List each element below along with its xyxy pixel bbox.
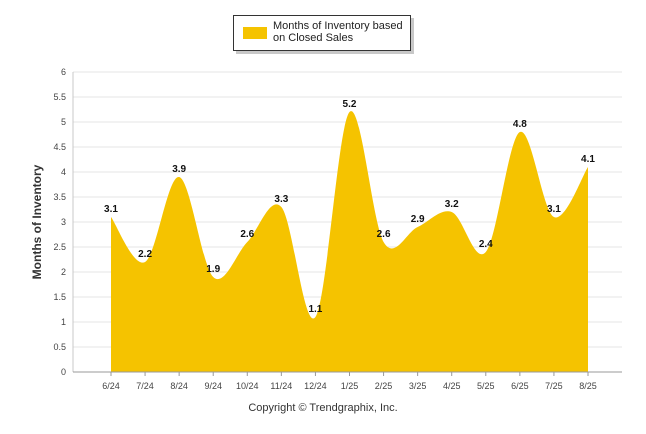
x-tick-label: 12/24 — [304, 381, 327, 391]
x-tick-label: 2/25 — [375, 381, 393, 391]
x-tick-label: 8/25 — [579, 381, 597, 391]
y-tick-label: 5.5 — [53, 92, 66, 102]
x-tick-label: 7/24 — [136, 381, 154, 391]
area-series — [111, 111, 588, 372]
data-label: 2.6 — [240, 229, 254, 240]
legend-label: Months of Inventory based on Closed Sale… — [273, 20, 403, 44]
x-tick-label: 6/24 — [102, 381, 120, 391]
x-tick-label: 11/24 — [270, 381, 292, 391]
data-label: 2.2 — [138, 249, 152, 260]
data-label: 3.1 — [104, 204, 118, 215]
x-tick-label: 6/25 — [511, 381, 529, 391]
legend-swatch — [243, 27, 267, 39]
y-tick-label: 6 — [61, 67, 66, 77]
x-tick-label: 8/24 — [170, 381, 188, 391]
x-tick-label: 4/25 — [443, 381, 461, 391]
y-axis-label: Months of Inventory — [30, 164, 44, 279]
x-tick-label: 7/25 — [545, 381, 563, 391]
data-label: 2.9 — [411, 214, 425, 225]
x-tick-label: 5/25 — [477, 381, 495, 391]
y-tick-label: 3.5 — [53, 192, 66, 202]
data-label: 2.6 — [377, 229, 391, 240]
y-tick-label: 4 — [61, 167, 66, 177]
y-tick-label: 1.5 — [53, 292, 66, 302]
data-label: 5.2 — [343, 99, 357, 110]
axes — [72, 72, 622, 373]
x-tick-label: 3/25 — [409, 381, 427, 391]
data-label: 3.9 — [172, 164, 186, 175]
x-tick-label: 10/24 — [236, 381, 259, 391]
y-tick-label: 2 — [61, 267, 66, 277]
y-axis-ticks: 0 0.5 1 1.5 2 2.5 3 3.5 4 4.5 5 5.5 6 — [53, 67, 66, 377]
copyright-text: Copyright © Trendgraphix, Inc. — [248, 402, 398, 414]
y-tick-label: 4.5 — [53, 142, 66, 152]
data-labels: 3.1 2.2 3.9 1.9 2.6 3.3 1.1 5.2 2.6 2.9 3.2 2.4 4.8 3… — [104, 99, 595, 315]
y-tick-label: 0.5 — [53, 342, 66, 352]
data-label: 3.3 — [274, 194, 288, 205]
legend: Months of Inventory based on Closed Sale… — [233, 15, 411, 51]
data-label: 3.1 — [547, 204, 561, 215]
x-axis-ticks: 6/24 7/24 8/24 9/24 10/24 11/24 12/24 1/25 2/25 3… — [102, 372, 597, 391]
data-label: 2.4 — [479, 239, 493, 250]
y-tick-label: 0 — [61, 367, 66, 377]
y-tick-label: 3 — [61, 217, 66, 227]
y-tick-label: 1 — [61, 317, 66, 327]
data-label: 1.1 — [308, 304, 322, 315]
x-tick-label: 9/24 — [204, 381, 222, 391]
data-label: 4.1 — [581, 154, 595, 165]
data-label: 4.8 — [513, 119, 527, 130]
data-label: 1.9 — [206, 264, 220, 275]
y-tick-label: 2.5 — [53, 242, 66, 252]
x-tick-label: 1/25 — [341, 381, 359, 391]
y-tick-label: 5 — [61, 117, 66, 127]
data-label: 3.2 — [445, 199, 459, 210]
